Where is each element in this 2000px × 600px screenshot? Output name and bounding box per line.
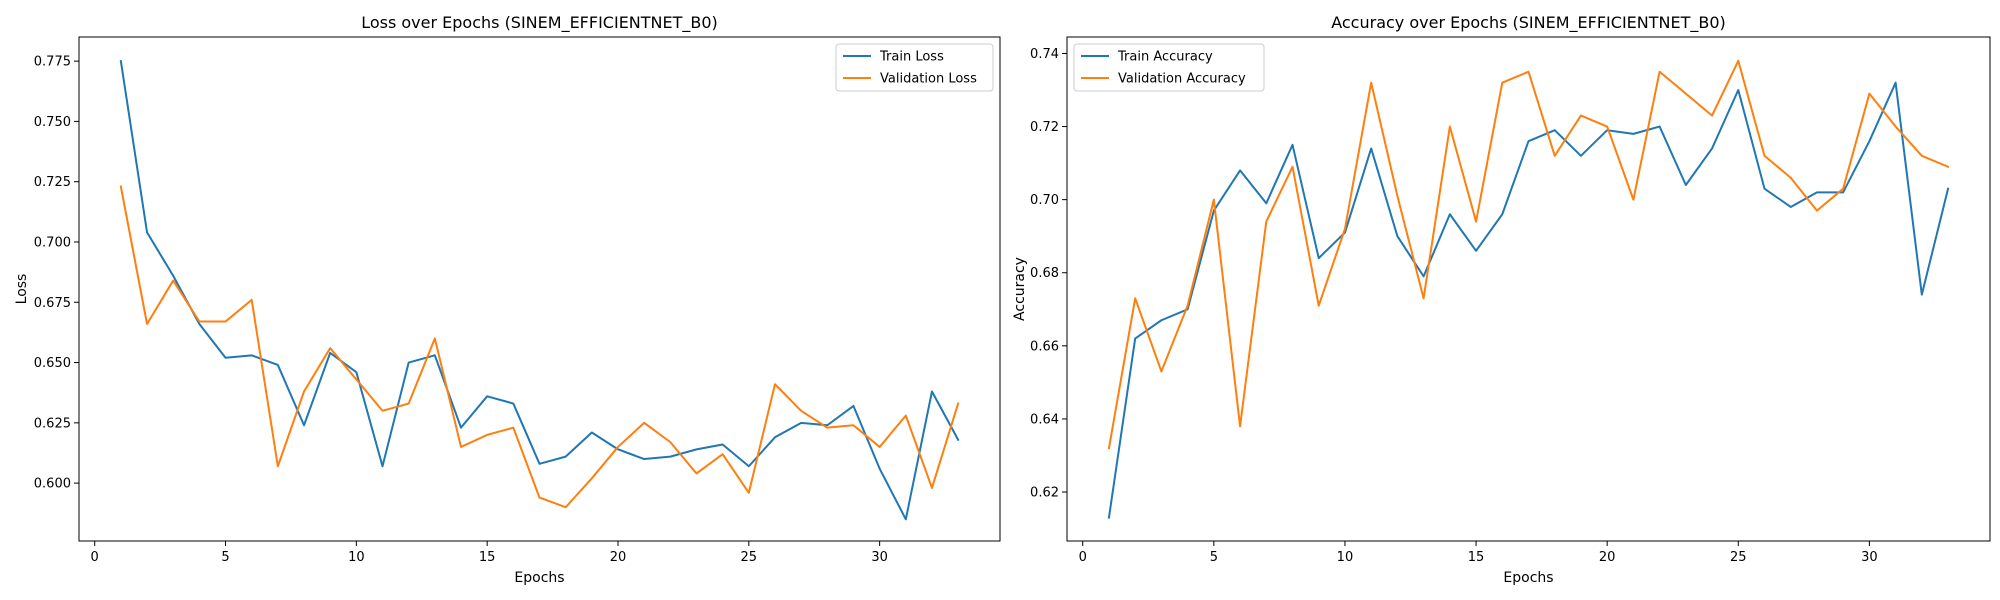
accuracy-legend-label-train: Train Accuracy (1117, 50, 1213, 65)
loss-y-tick-label: 0.750 (34, 115, 71, 130)
accuracy-x-tick-label: 5 (1210, 550, 1218, 565)
loss-x-tick-label: 15 (479, 550, 496, 565)
accuracy-x-ticks: 0 5 10 15 20 25 30 (1079, 541, 1878, 565)
loss-y-tick-label: 0.625 (34, 416, 71, 431)
accuracy-x-tick-label: 25 (1730, 550, 1747, 565)
accuracy-y-tick-label: 0.66 (1030, 339, 1059, 354)
loss-legend: Train Loss Validation Loss (835, 43, 994, 92)
loss-series-line-validation (119, 185, 960, 509)
loss-legend-box (835, 43, 994, 92)
accuracy-legend: Train Accuracy Validation Accuracy (1073, 43, 1265, 92)
loss-x-tick-label: 0 (91, 550, 99, 565)
loss-x-ticks: 0 5 10 15 20 25 30 (91, 541, 888, 565)
loss-plot-area: 0 5 10 15 20 25 30 0.6000.6250.6500.6750.7000.… (34, 36, 1001, 565)
loss-chart: Loss over Epochs (SINEM_EFFICIENTNET_B0)… (14, 13, 1001, 586)
accuracy-chart: Accuracy over Epochs (SINEM_EFFICIENTNET… (1012, 13, 1991, 586)
loss-x-tick-label: 20 (610, 550, 627, 565)
accuracy-y-tick-label: 0.64 (1030, 412, 1059, 427)
loss-y-tick-label: 0.675 (34, 296, 71, 311)
loss-x-tick-label: 5 (221, 550, 229, 565)
loss-series-layer (119, 59, 960, 521)
loss-legend-label-train: Train Loss (879, 50, 944, 65)
accuracy-x-tick-label: 30 (1861, 550, 1878, 565)
accuracy-y-tick-label: 0.72 (1030, 120, 1059, 135)
accuracy-series-line-validation (1107, 59, 1950, 450)
loss-y-axis-label: Loss (14, 274, 30, 305)
accuracy-x-tick-label: 10 (1337, 550, 1354, 565)
accuracy-x-tick-label: 15 (1468, 550, 1485, 565)
accuracy-legend-label-validation: Validation Accuracy (1118, 72, 1246, 87)
loss-chart-title: Loss over Epochs (SINEM_EFFICIENTNET_B0) (361, 13, 718, 33)
loss-x-tick-label: 30 (871, 550, 888, 565)
loss-y-ticks: 0.600 0.625 0.650 0.675 0.700 0.725 0.750 0.775 (34, 55, 79, 492)
accuracy-series-layer (1107, 59, 1950, 519)
loss-legend-label-validation: Validation Loss (880, 72, 977, 87)
accuracy-plot-area: 0 5 10 15 20 25 30 0.62 0.64 0.66 0.68 0.70 0.72 0.7… (1030, 36, 1991, 565)
loss-y-tick-label: 0.650 (34, 356, 71, 371)
accuracy-y-ticks: 0.62 0.64 0.66 0.68 0.70 0.72 0.74 (1030, 47, 1067, 501)
accuracy-plot-frame (1066, 36, 1991, 542)
loss-x-axis-label: Epochs (514, 570, 564, 586)
accuracy-y-tick-label: 0.62 (1030, 486, 1059, 501)
loss-y-tick-label: 0.600 (34, 477, 71, 492)
loss-x-tick-label: 25 (741, 550, 758, 565)
accuracy-x-tick-label: 0 (1079, 550, 1087, 565)
accuracy-legend-box (1073, 43, 1265, 92)
accuracy-y-axis-label: Accuracy (1012, 257, 1028, 321)
loss-x-tick-label: 10 (348, 550, 365, 565)
accuracy-y-tick-label: 0.70 (1030, 193, 1059, 208)
accuracy-chart-title: Accuracy over Epochs (SINEM_EFFICIENTNET… (1331, 13, 1726, 33)
loss-y-tick-label: 0.775 (34, 55, 71, 70)
loss-y-tick-label: 0.725 (34, 175, 71, 190)
accuracy-x-tick-label: 20 (1599, 550, 1616, 565)
accuracy-series-line-train (1107, 81, 1950, 519)
accuracy-y-tick-label: 0.74 (1030, 47, 1059, 62)
loss-y-tick-label: 0.700 (34, 235, 71, 250)
loss-plot-frame (78, 36, 1001, 542)
accuracy-x-axis-label: Epochs (1503, 570, 1553, 586)
accuracy-y-tick-label: 0.68 (1030, 266, 1059, 281)
